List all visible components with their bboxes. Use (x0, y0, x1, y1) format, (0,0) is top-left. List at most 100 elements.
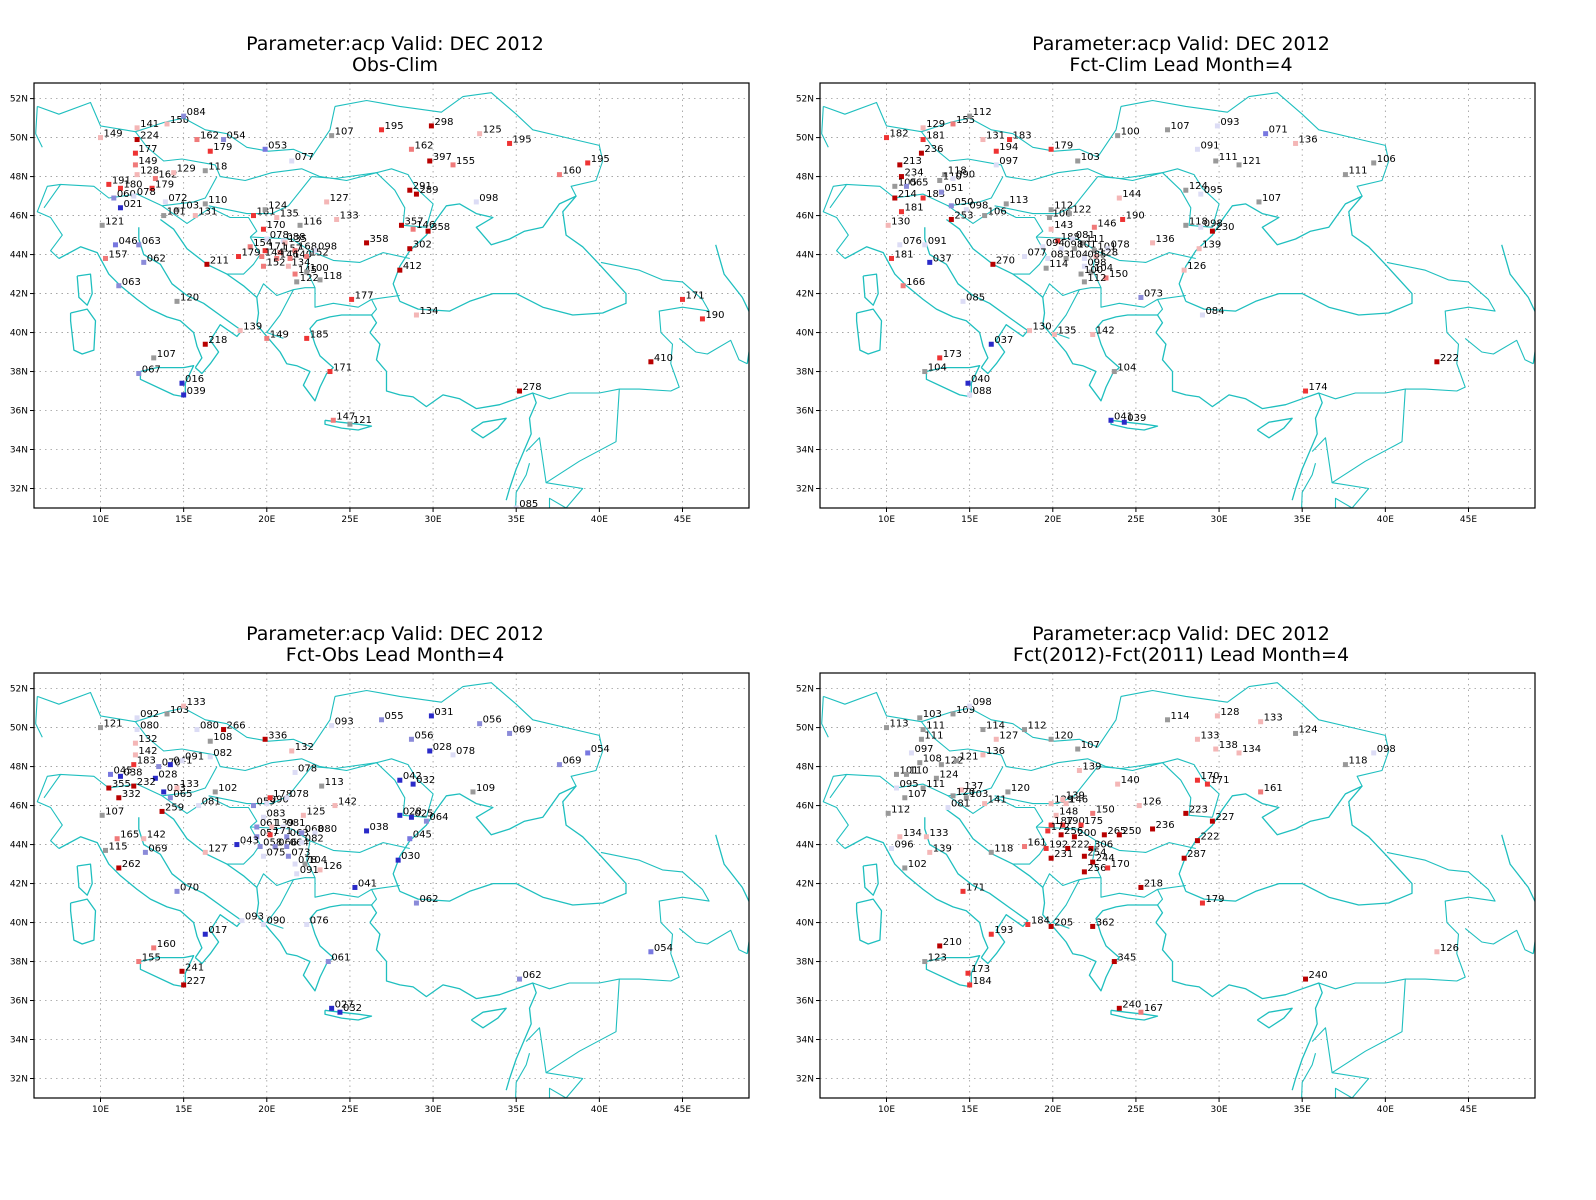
station-marker (1199, 900, 1205, 906)
station-value: 084 (1205, 306, 1224, 317)
coastline (924, 817, 1029, 965)
station-value: 177 (138, 144, 157, 155)
station-marker (304, 921, 310, 927)
station-value: 179 (1205, 894, 1224, 905)
x-tick-label: 20E (1044, 1105, 1061, 1115)
station-value: 131 (198, 207, 217, 218)
station-value: 097 (914, 744, 933, 755)
station-value: 124 (1299, 724, 1318, 735)
station-marker (427, 158, 433, 164)
station-marker (194, 727, 200, 733)
station-marker (1043, 845, 1049, 851)
station-value: 075 (266, 847, 285, 858)
station-marker (267, 832, 273, 838)
station-marker (922, 959, 928, 965)
station-marker (1120, 216, 1126, 222)
station-marker (292, 248, 298, 254)
border-line (1318, 261, 1496, 400)
coastline (324, 1009, 373, 1021)
station-marker (1303, 388, 1309, 394)
station-value: 218 (208, 335, 227, 346)
station-value: 080 (200, 721, 219, 732)
station-value: 032 (343, 1003, 362, 1014)
station-value: 083 (266, 808, 285, 819)
station-value: 042 (403, 771, 422, 782)
station-marker (103, 847, 108, 853)
coastlines (821, 92, 1535, 508)
station-marker (1434, 949, 1440, 955)
station-marker (648, 949, 654, 955)
station-value: 227 (1215, 812, 1234, 823)
map-frame (33, 82, 750, 509)
border-line (309, 840, 410, 853)
station-value: 177 (355, 290, 374, 301)
station-value: 120 (956, 787, 975, 798)
station-marker (159, 808, 165, 814)
station-value: 141 (988, 795, 1007, 806)
station-marker (332, 803, 338, 809)
station-value: 111 (926, 779, 945, 790)
station-marker (274, 255, 280, 261)
station-marker (1048, 207, 1054, 213)
border-line (1318, 851, 1496, 990)
station-marker (1078, 822, 1084, 828)
station-value: 098 (969, 201, 988, 212)
station-marker (1022, 254, 1028, 260)
station-marker (260, 814, 266, 820)
x-tick-label: 35E (1294, 1105, 1311, 1115)
station-marker (1116, 195, 1122, 201)
station-marker (1138, 884, 1144, 890)
station-marker (1111, 369, 1117, 375)
station-marker (410, 781, 416, 787)
station-marker (264, 335, 270, 341)
station-value: 060 (117, 189, 136, 200)
station-marker (408, 146, 414, 152)
station-marker (174, 888, 180, 894)
station-value: 224 (140, 131, 159, 142)
station-value: 104 (1094, 263, 1113, 274)
station-value: 167 (1144, 1003, 1163, 1014)
border-line (1311, 979, 1406, 1074)
station-value: 073 (291, 847, 310, 858)
station-value: 154 (253, 238, 272, 249)
station-value: 236 (1156, 820, 1175, 831)
station-marker (967, 982, 973, 988)
border-line (1012, 826, 1047, 865)
station-value: 051 (944, 183, 963, 194)
station-marker (902, 865, 908, 871)
border-line (250, 236, 316, 298)
station-marker (948, 216, 954, 222)
border-line (823, 101, 1122, 158)
station-marker (1081, 279, 1087, 285)
station-marker (116, 795, 122, 801)
station-marker (131, 193, 137, 199)
border-line (515, 1053, 531, 1098)
station-value: 070 (180, 882, 199, 893)
border-line (947, 795, 1044, 828)
station-value: 147 (336, 411, 355, 422)
y-tick-label: 40N (796, 919, 814, 929)
coastline (1178, 785, 1413, 906)
border-line (1162, 762, 1213, 818)
station-value: 134 (1242, 744, 1261, 755)
map-frame-bg (34, 83, 749, 508)
station-value: 107 (908, 789, 927, 800)
station-marker (1115, 781, 1121, 787)
station-marker (1075, 158, 1081, 164)
station-value: 140 (1121, 775, 1140, 786)
station-value: 127 (999, 730, 1018, 741)
station-value: 065 (173, 789, 192, 800)
station-marker (1103, 275, 1109, 281)
station-value: 200 (1077, 828, 1096, 839)
station-marker (1213, 158, 1219, 164)
station-value: 083 (1051, 249, 1070, 260)
border-line (1100, 287, 1186, 308)
station-value: 191 (112, 175, 131, 186)
station-value: 278 (523, 382, 542, 393)
station-value: 146 (1097, 218, 1116, 229)
station-value: 190 (705, 310, 724, 321)
station-marker (289, 158, 295, 164)
border-line (1332, 1072, 1370, 1098)
station-marker (960, 888, 966, 894)
station-value: 302 (413, 240, 432, 251)
